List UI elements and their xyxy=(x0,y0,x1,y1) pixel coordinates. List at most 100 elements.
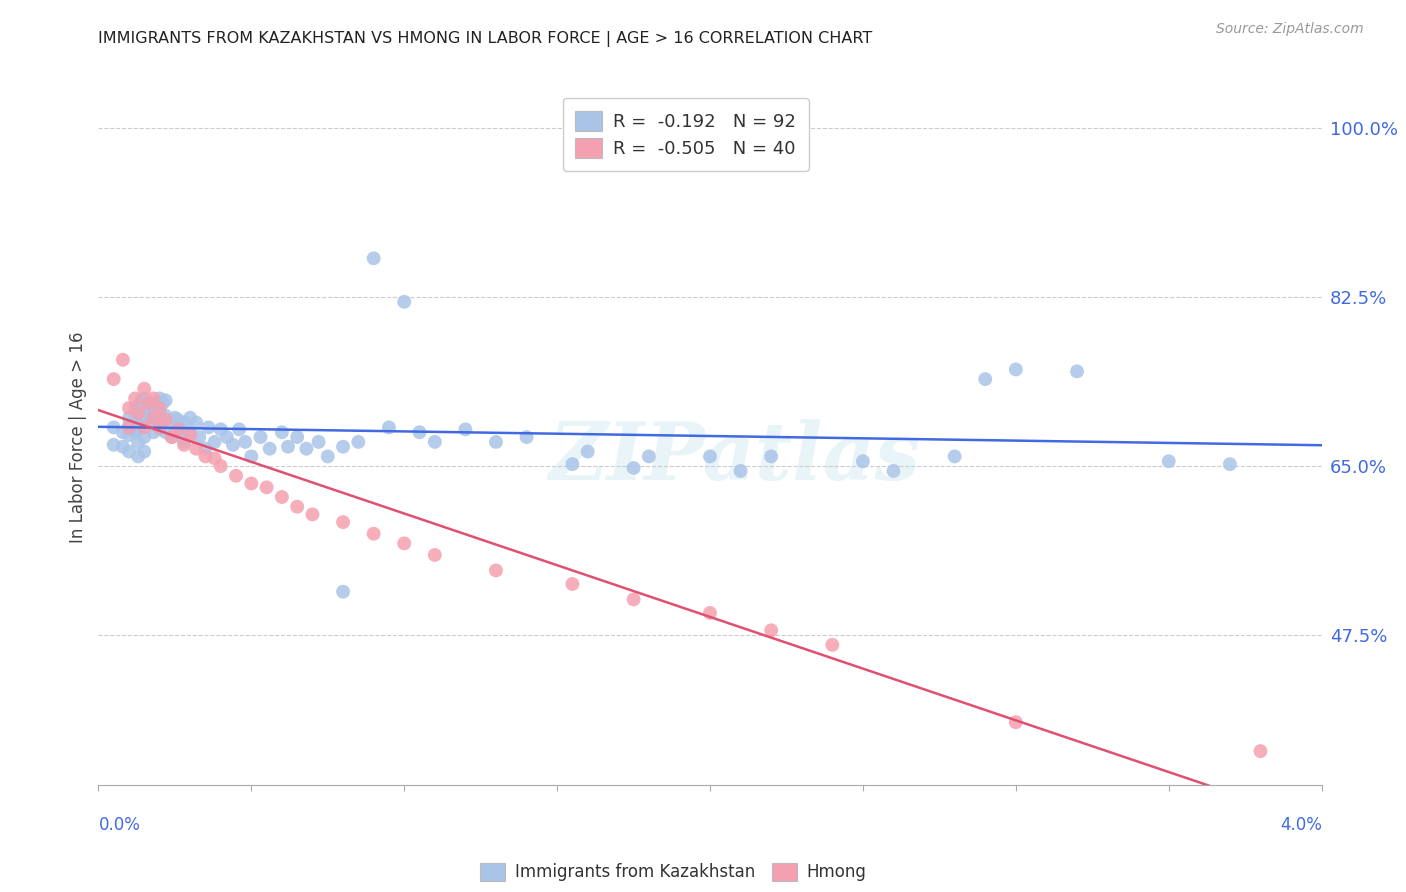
Point xyxy=(730,464,752,478)
Point xyxy=(155,393,177,408)
Point xyxy=(188,430,211,444)
Point xyxy=(111,352,134,367)
Point xyxy=(197,420,219,434)
Point xyxy=(111,440,134,454)
Point xyxy=(155,409,177,423)
Point xyxy=(155,412,177,427)
Point xyxy=(1004,715,1026,730)
Point xyxy=(270,425,294,440)
Text: 0.0%: 0.0% xyxy=(98,816,141,834)
Point xyxy=(222,438,245,452)
Point xyxy=(173,434,195,449)
Point xyxy=(186,442,208,456)
Text: Source: ZipAtlas.com: Source: ZipAtlas.com xyxy=(1216,22,1364,37)
Point xyxy=(127,435,149,450)
Point xyxy=(118,428,141,442)
Point xyxy=(576,444,599,458)
Point xyxy=(821,638,844,652)
Point xyxy=(240,476,263,491)
Point xyxy=(124,412,146,427)
Point xyxy=(149,406,172,420)
Point xyxy=(285,430,308,444)
Point xyxy=(699,606,721,620)
Point xyxy=(170,422,193,436)
Point xyxy=(378,420,401,434)
Point xyxy=(142,425,165,440)
Point xyxy=(363,252,385,266)
Point xyxy=(173,438,195,452)
Point xyxy=(883,464,905,478)
Point xyxy=(124,401,146,416)
Point xyxy=(155,425,177,440)
Point xyxy=(127,406,149,420)
Point xyxy=(103,372,125,386)
Point xyxy=(186,416,208,430)
Point xyxy=(209,422,232,436)
Point xyxy=(136,396,159,410)
Point xyxy=(139,406,162,420)
Point xyxy=(134,416,156,430)
Point xyxy=(485,564,508,578)
Point xyxy=(142,410,165,425)
Point xyxy=(124,392,146,406)
Point xyxy=(118,444,141,458)
Point xyxy=(332,515,354,529)
Point xyxy=(160,430,183,444)
Point xyxy=(454,422,477,436)
Point xyxy=(225,468,247,483)
Point xyxy=(179,410,201,425)
Point xyxy=(561,577,583,591)
Text: IMMIGRANTS FROM KAZAKHSTAN VS HMONG IN LABOR FORCE | AGE > 16 CORRELATION CHART: IMMIGRANTS FROM KAZAKHSTAN VS HMONG IN L… xyxy=(98,31,873,47)
Point xyxy=(136,410,159,425)
Point xyxy=(215,430,238,444)
Point xyxy=(363,526,385,541)
Point xyxy=(163,410,186,425)
Point xyxy=(485,434,508,449)
Point xyxy=(173,416,195,430)
Point xyxy=(204,434,226,449)
Point xyxy=(111,425,134,440)
Point xyxy=(103,420,125,434)
Point xyxy=(134,430,156,444)
Point xyxy=(134,403,156,417)
Point xyxy=(145,401,167,416)
Point xyxy=(149,401,172,416)
Point xyxy=(759,450,782,464)
Point xyxy=(392,294,416,309)
Point xyxy=(392,536,416,550)
Point xyxy=(179,428,201,442)
Point xyxy=(943,450,966,464)
Point xyxy=(124,425,146,440)
Point xyxy=(142,396,165,410)
Point xyxy=(270,490,294,504)
Point xyxy=(157,416,180,430)
Point xyxy=(167,422,190,436)
Text: 4.0%: 4.0% xyxy=(1279,816,1322,834)
Point xyxy=(347,434,370,449)
Point xyxy=(259,442,281,456)
Point xyxy=(204,451,226,466)
Point xyxy=(277,440,299,454)
Point xyxy=(118,401,141,416)
Point xyxy=(256,480,278,494)
Point xyxy=(118,418,141,433)
Point xyxy=(561,457,583,471)
Point xyxy=(1157,454,1180,468)
Point xyxy=(134,444,156,458)
Point xyxy=(308,434,330,449)
Point xyxy=(194,450,217,464)
Point xyxy=(149,392,172,406)
Point xyxy=(637,450,661,464)
Y-axis label: In Labor Force | Age > 16: In Labor Force | Age > 16 xyxy=(69,331,87,543)
Point xyxy=(408,425,430,440)
Point xyxy=(160,430,183,444)
Point xyxy=(179,425,201,440)
Point xyxy=(1219,457,1241,471)
Point xyxy=(233,434,256,449)
Point xyxy=(332,584,354,599)
Point xyxy=(163,425,186,440)
Point xyxy=(1004,362,1026,376)
Legend: Immigrants from Kazakhstan, Hmong: Immigrants from Kazakhstan, Hmong xyxy=(474,856,873,888)
Point xyxy=(623,461,645,475)
Point xyxy=(228,422,250,436)
